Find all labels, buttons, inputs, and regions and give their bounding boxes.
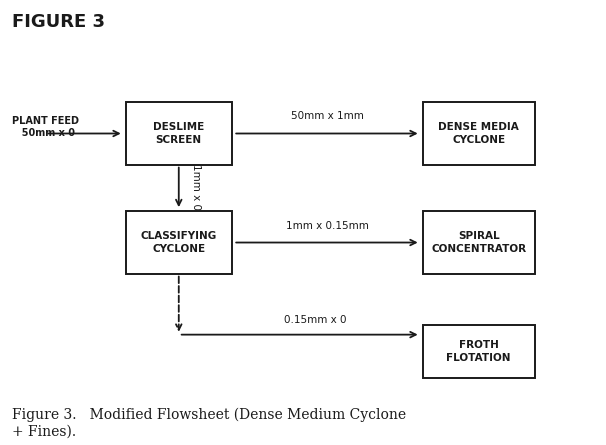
Text: 1mm x 0: 1mm x 0 <box>191 164 201 210</box>
Text: 50mm x 1mm: 50mm x 1mm <box>291 112 364 121</box>
Text: DENSE MEDIA
CYCLONE: DENSE MEDIA CYCLONE <box>438 122 519 145</box>
Text: 1mm x 0.15mm: 1mm x 0.15mm <box>286 221 368 231</box>
Text: + Fines).: + Fines). <box>12 425 76 439</box>
Text: PLANT FEED
  50mm x 0: PLANT FEED 50mm x 0 <box>12 116 79 138</box>
Text: CLASSIFYING
CYCLONE: CLASSIFYING CYCLONE <box>141 231 217 254</box>
Bar <box>126 102 231 165</box>
Text: SPIRAL
CONCENTRATOR: SPIRAL CONCENTRATOR <box>431 231 526 254</box>
Bar <box>423 211 535 274</box>
Text: 0.15mm x 0: 0.15mm x 0 <box>284 315 347 325</box>
Text: Figure 3.   Modified Flowsheet (Dense Medium Cyclone: Figure 3. Modified Flowsheet (Dense Medi… <box>12 407 406 421</box>
Text: DESLIME
SCREEN: DESLIME SCREEN <box>153 122 204 145</box>
Bar <box>126 211 231 274</box>
Bar <box>423 102 535 165</box>
Text: FIGURE 3: FIGURE 3 <box>12 13 105 31</box>
Bar <box>423 325 535 378</box>
Text: FROTH
FLOTATION: FROTH FLOTATION <box>447 340 511 363</box>
